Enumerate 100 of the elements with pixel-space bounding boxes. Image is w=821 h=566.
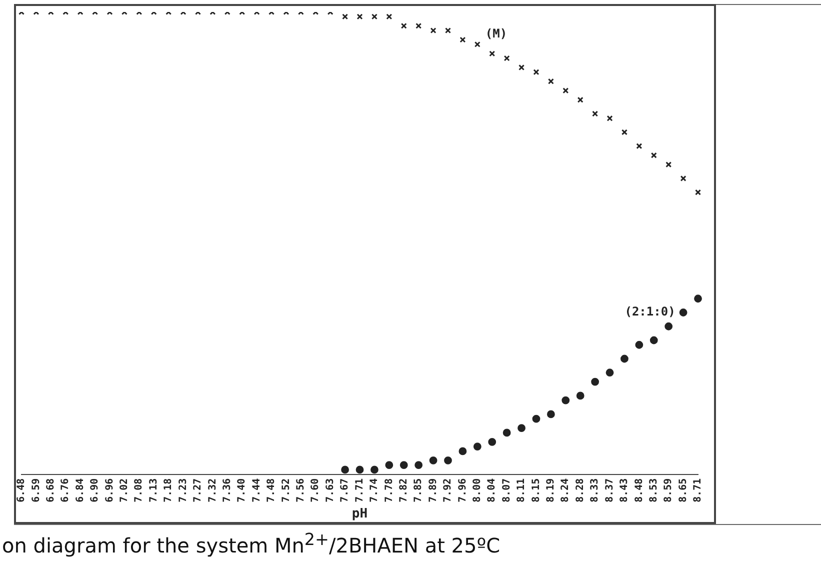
point xyxy=(592,110,598,117)
x-tick-label: 6.84 xyxy=(74,478,86,502)
point xyxy=(562,396,570,404)
point xyxy=(489,50,496,57)
x-tick-label: 8.00 xyxy=(472,478,483,502)
point xyxy=(548,78,554,84)
point xyxy=(430,27,436,34)
point xyxy=(562,88,569,94)
point xyxy=(444,456,452,464)
point xyxy=(414,461,423,470)
x-tick-label: 7.02 xyxy=(119,478,130,502)
x-tick-label: 7.23 xyxy=(178,478,189,502)
x-tick-label: 7.52 xyxy=(280,478,292,502)
point xyxy=(386,14,392,20)
point xyxy=(356,466,364,474)
point xyxy=(356,14,363,20)
x-tick-label: 8.33 xyxy=(590,478,601,502)
point xyxy=(429,456,438,464)
x-tick-label: 6.59 xyxy=(30,478,42,502)
x-tick-label: 6.48 xyxy=(16,478,28,502)
x-tick-label: 7.18 xyxy=(163,478,174,502)
point xyxy=(680,175,686,182)
x-tick-label: 7.82 xyxy=(398,478,410,502)
x-tick-label: 8.19 xyxy=(546,478,557,502)
x-tick-label: 7.92 xyxy=(442,478,454,502)
x-tick-label: 7.40 xyxy=(236,478,248,502)
point xyxy=(460,36,466,43)
text: on diagram for the system Mn$^{2+}$/2BHAEN at 25ºC xyxy=(2,530,500,558)
x-tick-label: 8.07 xyxy=(501,478,512,502)
point xyxy=(371,14,378,20)
x-tick-label: 7.71 xyxy=(354,478,366,502)
point xyxy=(473,442,482,451)
point xyxy=(385,461,394,470)
x-tick-label: 7.36 xyxy=(222,478,233,502)
x-tick-label: 8.48 xyxy=(634,478,645,502)
x-tick-label: 8.11 xyxy=(516,478,528,502)
point xyxy=(488,438,496,446)
x-tick-label: 7.27 xyxy=(192,478,204,502)
point xyxy=(341,466,349,474)
point xyxy=(650,152,657,158)
x-tick-label: 7.32 xyxy=(207,478,218,502)
series-label: (2:1:0) xyxy=(624,304,676,319)
x-tick-label: 7.67 xyxy=(340,478,351,502)
point xyxy=(650,336,658,344)
x-axis-title: pH xyxy=(352,506,368,522)
point xyxy=(546,410,555,418)
point xyxy=(606,115,613,122)
point xyxy=(400,22,407,29)
x-tick-label: 8.65 xyxy=(678,478,689,502)
x-tick-label: 7.56 xyxy=(296,478,307,502)
point xyxy=(518,424,526,432)
x-tick-label: 6.90 xyxy=(90,478,101,502)
x-tick-label: 8.24 xyxy=(560,478,572,502)
point xyxy=(533,69,540,76)
x-tick-label: 8.59 xyxy=(663,478,674,502)
point xyxy=(576,392,584,400)
point xyxy=(474,41,480,48)
point xyxy=(620,354,628,363)
point xyxy=(532,414,540,423)
x-tick-label: 7.63 xyxy=(324,478,336,502)
x-tick-label: 7.48 xyxy=(266,478,278,502)
x-tick-label: 7.08 xyxy=(134,478,145,502)
x-tick-label: 7.78 xyxy=(384,478,395,502)
point xyxy=(416,22,422,29)
x-tick-label: 7.13 xyxy=(148,478,160,502)
x-tick-label: 8.43 xyxy=(619,478,630,502)
point xyxy=(679,308,688,316)
x-tick-label: 8.53 xyxy=(648,478,660,502)
point xyxy=(577,96,584,103)
x-tick-label: 6.96 xyxy=(104,478,116,502)
x-tick-label: 8.37 xyxy=(604,478,616,502)
point xyxy=(694,294,702,303)
x-tick-label: 8.28 xyxy=(574,478,586,502)
series-label: (M) xyxy=(485,26,508,40)
point xyxy=(636,143,642,150)
x-tick-label: 8.04 xyxy=(486,478,498,502)
x-tick-label: 7.96 xyxy=(457,478,468,502)
x-tick-label: 6.76 xyxy=(60,478,72,502)
point xyxy=(502,428,511,437)
point xyxy=(621,129,628,136)
x-tick-label: 8.15 xyxy=(530,478,542,502)
point xyxy=(635,340,644,349)
point xyxy=(458,447,467,456)
point xyxy=(591,378,600,386)
point xyxy=(518,64,525,70)
point xyxy=(666,162,672,168)
point xyxy=(664,322,673,330)
point xyxy=(694,189,702,196)
x-tick-label: 6.68 xyxy=(46,478,57,502)
point xyxy=(400,461,408,470)
x-tick-label: 7.60 xyxy=(310,478,322,502)
x-tick-label: 7.85 xyxy=(413,478,424,502)
x-tick-label: 7.89 xyxy=(428,478,439,502)
x-tick-label: 7.74 xyxy=(369,478,380,502)
point xyxy=(342,14,348,20)
point xyxy=(606,368,614,377)
x-tick-label: 8.71 xyxy=(692,478,704,502)
point xyxy=(370,466,378,474)
point xyxy=(444,27,451,34)
x-tick-label: 7.44 xyxy=(251,478,262,502)
